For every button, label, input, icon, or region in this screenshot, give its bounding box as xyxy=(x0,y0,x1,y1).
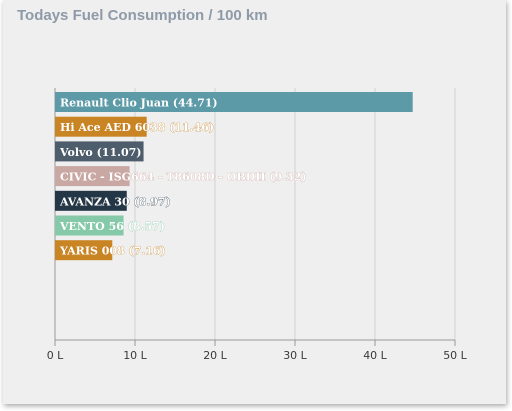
bars: Renault Clio Juan (44.71) Hi Ace AED 6038… xyxy=(55,92,413,261)
x-tick-label: 30 L xyxy=(283,349,307,362)
bar-label: Volvo (11.07) xyxy=(59,146,141,159)
bar-label: AVANZA 30 (8.97) xyxy=(59,195,171,208)
bar-label: Renault Clio Juan (44.71) xyxy=(60,97,218,110)
gridlines xyxy=(54,88,456,340)
x-tick-label: 0 L xyxy=(47,349,64,362)
bar xyxy=(55,190,127,211)
bar-label: Hi Ace AED 6038 (11.46) xyxy=(60,121,214,134)
bar xyxy=(55,92,413,112)
bar xyxy=(55,215,124,236)
bar-label: YARIS 008 (7.16) xyxy=(59,245,166,258)
x-tick-label: 50 L xyxy=(443,349,467,362)
bar-label: VENTO 56 (8.57) xyxy=(59,220,165,233)
x-tick-label: 40 L xyxy=(363,349,387,362)
chart-title: Todays Fuel Consumption / 100 km xyxy=(17,7,268,24)
x-tick-label: 20 L xyxy=(203,349,227,362)
x-tick-label: 10 L xyxy=(123,349,147,362)
bar xyxy=(55,116,147,137)
bar-label: CIVIC - ISG664 - T8608D - OBDII (9.32) xyxy=(60,171,307,184)
bar xyxy=(55,240,113,261)
x-axis: 0 L 10 L 20 L 30 L 40 L 50 L xyxy=(47,339,468,362)
bar xyxy=(55,166,130,187)
bar xyxy=(55,141,144,162)
